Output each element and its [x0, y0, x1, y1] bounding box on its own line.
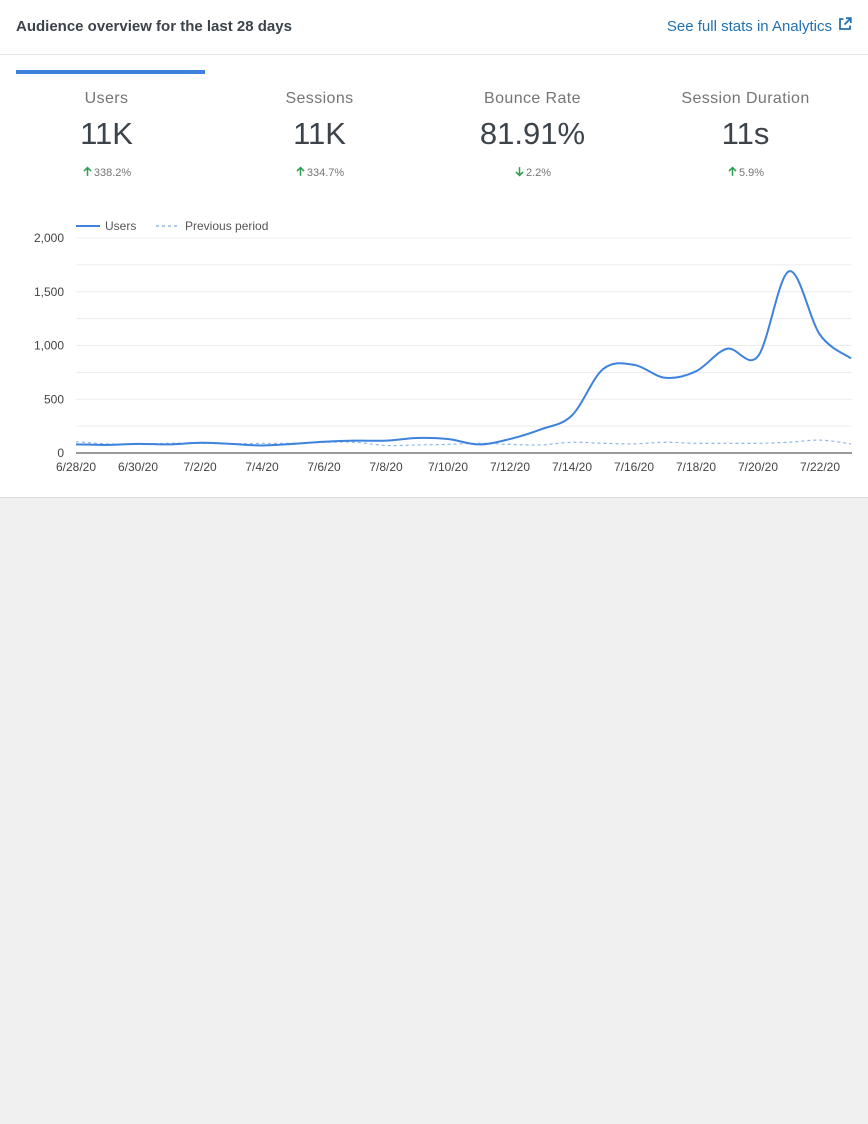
tab-delta: 2.2% [434, 166, 631, 180]
series-line-users [75, 270, 852, 447]
delta-value: 338.2% [93, 167, 132, 179]
x-tick-label: 7/12/20 [490, 460, 530, 474]
x-tick-label: 7/8/20 [369, 460, 403, 474]
card-header: Audience overview for the last 28 days S… [0, 0, 868, 55]
tab-value: 11s [721, 116, 770, 151]
tab-value: 11K [293, 116, 346, 151]
x-tick-label: 7/2/20 [183, 460, 217, 474]
x-tick-label: 7/18/20 [676, 460, 716, 474]
tab-label: Users [84, 90, 129, 107]
audience-overview-card: Audience overview for the last 28 days S… [0, 0, 868, 498]
tab-users[interactable]: Users 11K 338.2% [8, 70, 205, 190]
arrow-up-icon [82, 166, 93, 180]
x-tick-label: 7/20/20 [738, 460, 778, 474]
x-tick-label: 7/14/20 [552, 460, 592, 474]
tab-value: 11K [80, 116, 133, 151]
x-tick-label: 7/10/20 [428, 460, 468, 474]
tab-label: Session Duration [681, 90, 810, 107]
see-full-stats-label: See full stats in Analytics [666, 17, 832, 35]
x-tick-label: 6/28/20 [56, 460, 96, 474]
tab-active-indicator [655, 70, 844, 74]
delta-value: 2.2% [525, 167, 552, 179]
legend-label-previous: Previous period [185, 219, 268, 233]
arrow-up-icon [295, 166, 306, 180]
y-tick-label: 1,000 [34, 339, 64, 353]
card-title: Audience overview for the last 28 days [16, 18, 292, 35]
tab-active-indicator [16, 70, 205, 74]
tab-delta: 338.2% [8, 166, 205, 180]
x-tick-label: 7/16/20 [614, 460, 654, 474]
arrow-down-icon [514, 166, 525, 180]
delta-value: 5.9% [738, 167, 765, 179]
users-line-chart: Users Previous period 0 500 1,000 1,500 2,00… [0, 210, 868, 480]
chart-svg: Users Previous period 0 500 1,000 1,500 2,00… [34, 219, 852, 474]
y-tick-label: 1,500 [34, 285, 64, 299]
tab-value: 81.91% [479, 116, 586, 151]
x-tick-label: 7/22/20 [800, 460, 840, 474]
delta-value: 334.7% [306, 167, 345, 179]
tab-label: Sessions [285, 90, 354, 107]
legend-label-users: Users [105, 219, 136, 233]
arrow-up-icon [727, 166, 738, 180]
chart-legend: Users Previous period [76, 219, 268, 233]
x-tick-label: 7/4/20 [245, 460, 279, 474]
y-tick-label: 0 [57, 446, 64, 460]
tab-active-indicator [229, 70, 418, 74]
tab-active-indicator [442, 70, 631, 74]
tab-delta: 5.9% [647, 166, 844, 180]
tab-delta: 334.7% [221, 166, 418, 180]
tab-bounce-rate[interactable]: Bounce Rate 81.91% 2.2% [434, 70, 631, 190]
x-tick-label: 7/6/20 [307, 460, 341, 474]
y-tick-label: 2,000 [34, 231, 64, 245]
tab-sessions[interactable]: Sessions 11K 334.7% [221, 70, 418, 190]
external-link-icon [838, 17, 852, 35]
x-tick-label: 6/30/20 [118, 460, 158, 474]
y-tick-label: 500 [44, 392, 64, 406]
see-full-stats-link[interactable]: See full stats in Analytics [667, 17, 852, 35]
metric-tabs: Users 11K 338.2% Sessions 11K 334.7% Bou… [8, 70, 860, 190]
tab-session-duration[interactable]: Session Duration 11s 5.9% [647, 70, 844, 190]
tab-label: Bounce Rate [484, 90, 581, 107]
